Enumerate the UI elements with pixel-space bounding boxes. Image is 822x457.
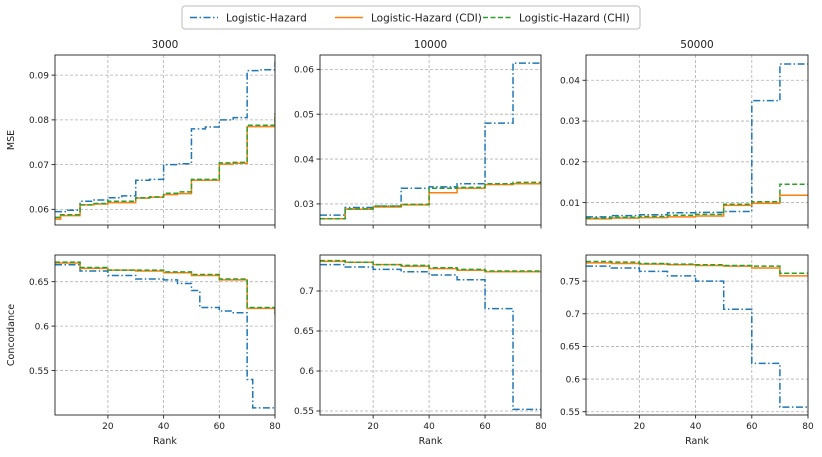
- y-tick-label: 0.55: [294, 407, 314, 417]
- series-line-chi: [320, 181, 541, 220]
- panel: 0.55 0.6 0.65 0.7 20 40 60 80 Rank: [294, 254, 547, 447]
- series-line-logistic-hazard: [55, 264, 275, 409]
- panel: 0.01 0.02 0.03 0.04 50000: [560, 39, 809, 229]
- series-line-cdi: [55, 115, 275, 220]
- y-tick-label: 0.55: [560, 408, 580, 418]
- x-tick-label: 60: [746, 422, 758, 432]
- axes-frame: [54, 254, 276, 416]
- x-axis-label: Rank: [419, 436, 443, 447]
- x-tick-label: 60: [479, 422, 491, 432]
- y-axis-label: MSE: [6, 130, 17, 150]
- y-tick-label: 0.7: [566, 310, 580, 320]
- x-tick-label: 40: [690, 422, 702, 432]
- panel: 0.55 0.6 0.65 0.7 0.75 20 40 60 80 Rank: [560, 254, 814, 447]
- x-axis-label: Rank: [685, 436, 709, 447]
- y-tick-label: 0.06: [294, 66, 314, 76]
- legend-entry: Logistic-Hazard (CHI): [519, 13, 630, 25]
- y-tick-label: 0.03: [294, 200, 314, 210]
- x-tick-label: 80: [535, 422, 547, 432]
- axes-frame: [585, 54, 809, 226]
- y-tick-label: 0.55: [29, 367, 49, 377]
- x-tick-label: 20: [367, 422, 379, 432]
- y-tick-label: 0.65: [29, 278, 49, 288]
- y-tick-label: 0.75: [560, 277, 580, 287]
- x-tick-label: 60: [214, 422, 226, 432]
- legend: Logistic-Hazard Logistic-Hazard (CDI) Logi…: [181, 5, 641, 30]
- series-line-logistic-hazard: [586, 63, 808, 218]
- series-line-chi: [586, 183, 808, 219]
- series-line-logistic-hazard: [55, 61, 275, 213]
- y-tick-label: 0.6: [300, 367, 315, 377]
- y-tick-label: 0.65: [560, 343, 580, 353]
- series-line-chi: [55, 261, 275, 315]
- series-line-chi: [55, 113, 275, 219]
- y-tick-label: 0.65: [294, 327, 314, 337]
- axes-frame: [585, 254, 809, 416]
- x-tick-label: 40: [423, 422, 435, 432]
- y-tick-label: 0.04: [560, 76, 580, 86]
- series-line-logistic-hazard: [586, 265, 808, 408]
- x-tick-label: 80: [269, 422, 281, 432]
- y-axis-label: Concordance: [6, 304, 17, 366]
- axes-frame: [54, 54, 276, 226]
- y-tick-label: 0.6: [35, 322, 50, 332]
- series-line-cdi: [320, 260, 541, 273]
- series-line-chi: [320, 259, 541, 272]
- series-line-cdi: [586, 194, 808, 220]
- y-tick-label: 0.7: [300, 287, 314, 297]
- panel: 0.55 0.6 0.65 20 40 60 80 Concordance Rank: [6, 254, 281, 447]
- y-tick-label: 0.06: [29, 206, 49, 216]
- panel-title: 10000: [414, 39, 447, 51]
- y-tick-label: 0.05: [294, 110, 314, 120]
- y-tick-label: 0.07: [29, 161, 49, 171]
- panel: 0.03 0.04 0.05 0.06 10000: [294, 39, 542, 229]
- axes-frame: [319, 54, 542, 226]
- panel-title: 50000: [680, 39, 713, 51]
- legend-entry: Logistic-Hazard (CDI): [371, 13, 482, 25]
- legend-entry: Logistic-Hazard: [226, 13, 307, 25]
- legend-frame: [181, 5, 641, 30]
- y-tick-label: 0.08: [29, 116, 49, 126]
- series-line-cdi: [320, 182, 541, 220]
- panel: 0.06 0.07 0.08 0.09 3000 MSE: [6, 39, 276, 229]
- panels: 0.06 0.07 0.08 0.09 3000 MSE 0.03 0.04 0.05 0.06 1…: [6, 39, 814, 447]
- y-tick-label: 0.01: [560, 199, 580, 209]
- axes-frame: [319, 254, 542, 416]
- y-tick-label: 0.6: [566, 375, 581, 385]
- x-tick-label: 20: [634, 422, 646, 432]
- x-tick-label: 20: [102, 422, 114, 432]
- series-line-logistic-hazard: [320, 263, 541, 411]
- x-tick-label: 40: [158, 422, 170, 432]
- series-line-cdi: [55, 262, 275, 313]
- x-axis-label: Rank: [153, 436, 177, 447]
- y-tick-label: 0.03: [560, 117, 580, 127]
- panel-title: 3000: [152, 39, 179, 51]
- x-tick-label: 80: [802, 422, 814, 432]
- series-line-chi: [586, 260, 808, 275]
- y-tick-label: 0.04: [294, 155, 314, 165]
- y-tick-label: 0.02: [560, 158, 580, 168]
- y-tick-label: 0.09: [29, 71, 49, 81]
